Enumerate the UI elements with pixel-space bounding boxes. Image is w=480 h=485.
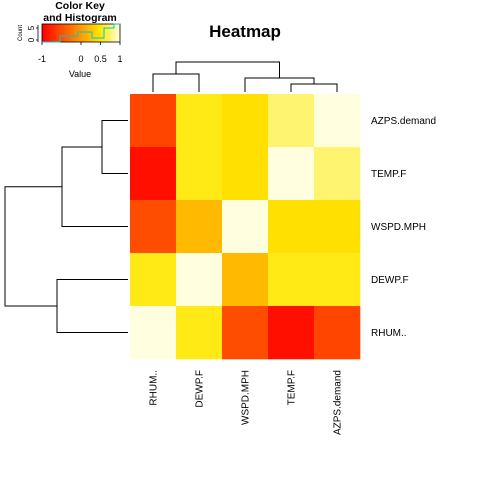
color-key-swatch [68,24,72,42]
color-key-swatch [115,24,118,42]
color-key-swatch [44,24,48,42]
row-label: TEMP.F [371,169,406,180]
color-key-swatch [110,24,113,42]
color-key-xlabel: Value [69,69,91,79]
color-key-tick-label: -1 [38,54,46,64]
heatmap-cell [130,200,177,254]
color-key-swatch [98,24,101,42]
column-label: TEMP.F [287,370,298,405]
color-key-swatch [56,24,60,42]
color-key-swatch [59,24,62,42]
color-key-swatch [63,24,67,42]
color-key-subtitle: and Histogram [43,12,117,24]
heatmap-cell [314,253,361,307]
row-labels: AZPS.demand TEMP.F WSPD.MPH DEWP.F RHUM.. [371,116,436,339]
column-label: WSPD.MPH [241,370,252,425]
heatmap-cell [268,306,315,360]
column-label: RHUM.. [149,370,160,406]
column-dendrogram-branch [175,61,280,78]
heatmap-cell [176,253,223,307]
heatmap-cells [130,94,361,360]
color-key-swatch [49,24,53,42]
color-key-tick-label: 0.5 [94,54,107,64]
heatmap-cell [268,147,315,201]
color-key-ylabel: Count [18,25,24,41]
color-key-swatch [117,24,121,42]
color-key-swatch [93,24,96,42]
heatmap-cell [130,306,177,360]
row-label: AZPS.demand [371,116,436,127]
heatmap-cell [268,200,315,254]
color-key-y-tick-label: 5 [27,25,36,30]
column-dendrogram-branch [244,77,315,92]
color-key-swatch [81,24,84,42]
color-key: Color Key and Histogram Value Count -1 0 0… [18,0,123,79]
color-key-swatch [88,24,92,42]
heatmap-cell [176,200,223,254]
color-key-swatch [105,24,109,42]
column-labels: RHUM.. DEWP.F WSPD.MPH TEMP.F AZPS.demand [149,370,344,435]
color-key-swatch [42,24,45,42]
color-key-swatch [51,24,55,42]
column-label: AZPS.demand [333,370,344,435]
color-key-swatch [66,24,70,42]
column-dendrogram [152,61,338,92]
heatmap-cell [222,306,269,360]
column-dendrogram-branch [152,73,200,92]
row-label: DEWP.F [371,275,409,286]
color-key-swatch [73,24,77,42]
heatmap-cell [130,94,177,148]
heatmap-cell [222,147,269,201]
row-dendrogram-branch [101,120,128,174]
row-label: WSPD.MPH [371,222,426,233]
color-key-tick-label: 1 [117,54,122,64]
color-key-histogram [42,23,120,43]
column-dendrogram-branch [290,83,338,92]
heatmap-cell [222,94,269,148]
color-key-swatch [100,24,104,42]
heatmap-cell [314,147,361,201]
column-label: DEWP.F [195,370,206,408]
row-dendrogram [4,120,128,333]
row-label: RHUM.. [371,328,407,339]
color-key-swatch [54,24,57,42]
heatmap-cell [130,253,177,307]
heatmap-cell [222,253,269,307]
heatmap-cell [268,253,315,307]
color-key-swatch [78,24,82,42]
color-key-swatch [46,24,50,42]
heatmap-cell [314,200,361,254]
color-key-swatch [95,24,99,42]
color-key-swatch [112,24,116,42]
row-dendrogram-branch [4,186,62,307]
heatmap-cell [176,306,223,360]
color-key-tick-label: 0 [78,54,83,64]
heatmap-cell [176,147,223,201]
heatmap-cell [222,200,269,254]
heatmap-cell [268,94,315,148]
color-key-swatch [85,24,89,42]
row-dendrogram-branch [61,146,128,227]
color-key-swatch [107,24,111,42]
heatmap-cell [314,94,361,148]
chart-title: Heatmap [209,22,281,41]
heatmap-cell [130,147,177,201]
heatmap-cell [314,306,361,360]
color-key-swatch [83,24,87,42]
color-key-title: Color Key [55,0,105,12]
heatmap-cell [176,94,223,148]
color-key-y-tick-label: 0 [27,37,36,42]
row-dendrogram-branch [56,279,128,333]
color-key-swatch [71,24,74,42]
color-key-swatch [61,24,65,42]
